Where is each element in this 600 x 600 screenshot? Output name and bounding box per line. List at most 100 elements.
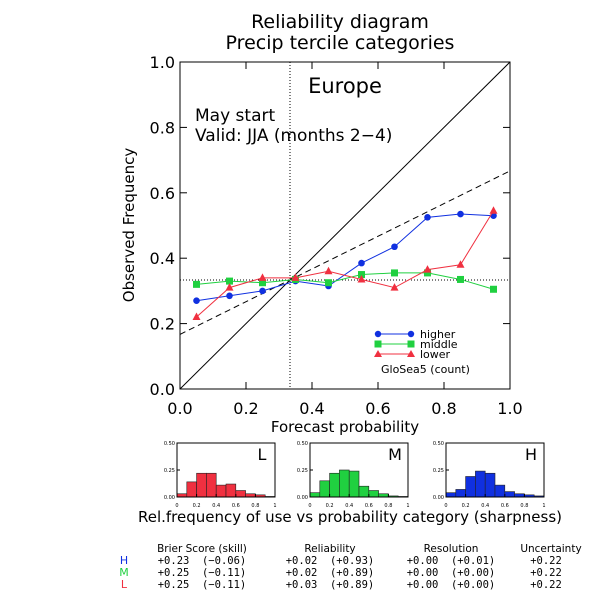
data-point-middle: [193, 280, 200, 288]
sharpness-panel-H: 0.00 0.25 0.50 0 0.2 0.4 0.6 0.8 1 H: [433, 441, 546, 509]
sharpness-x-tick-label: 1: [542, 503, 545, 509]
data-point-lower: [489, 206, 498, 214]
sharpness-panel-label: M: [388, 445, 402, 464]
sharpness-bar: [339, 469, 350, 498]
sharpness-panel-label: H: [525, 445, 537, 464]
sharpness-x-tick-label: 1: [406, 503, 409, 509]
data-point-higher: [259, 287, 266, 295]
score-cell: +0.22: [530, 567, 562, 579]
legend-marker-lower-end: [407, 350, 415, 357]
data-point-lower: [456, 260, 465, 268]
sharpness-bar: [465, 476, 476, 498]
data-point-middle: [490, 285, 497, 293]
sharpness-x-tick-label: 0.8: [251, 503, 259, 509]
data-point-higher: [193, 297, 200, 305]
score-cell: +0.00 (+0.01): [407, 555, 496, 567]
data-point-higher: [226, 292, 233, 300]
data-point-middle: [259, 279, 266, 287]
series-line-middle: [196, 272, 494, 290]
y-tick-label: 0.0: [150, 380, 175, 399]
sharpness-bar: [455, 489, 466, 498]
sharpness-bar: [225, 483, 237, 498]
sharpness-panel-L: 0.00 0.25 0.50 0 0.2 0.4 0.6 0.8 1 L: [164, 441, 277, 509]
score-row-label: M: [119, 566, 129, 579]
sharpness-x-tick-label: 0.2: [326, 503, 334, 509]
sharpness-x-tick-label: 0: [175, 503, 178, 509]
x-tick-label: 0.4: [299, 399, 324, 418]
data-point-lower: [291, 273, 300, 281]
sharpness-bar: [445, 492, 457, 498]
score-cell: +0.23 (−0.06): [158, 555, 247, 567]
sharpness-bar: [235, 490, 246, 498]
sharpness-x-tick-label: 0: [444, 503, 447, 509]
sharpness-y-tick-label: 0.50: [164, 441, 175, 447]
score-cell: +0.00 (+0.00): [407, 567, 496, 579]
sharpness-bar: [215, 484, 227, 498]
score-row-label: H: [120, 554, 128, 567]
sharpness-x-tick-label: 0.6: [365, 503, 373, 509]
score-header-uncertainty: Uncertainty: [520, 543, 581, 555]
main-plot: 0.0 0.2 0.4 0.6 0.8 1.0 0.0 0.2 0.4 0.6 0.8 1.0 Eur…: [120, 53, 523, 436]
no-skill-line: [179, 170, 511, 335]
data-point-middle: [325, 279, 332, 287]
score-header-resolution: Resolution: [424, 543, 479, 555]
region-label: Europe: [308, 74, 382, 98]
sharpness-y-tick-label: 0.25: [164, 468, 175, 474]
data-point-lower: [357, 274, 366, 283]
score-cell: +0.25 (−0.11): [158, 579, 247, 591]
data-point-middle: [424, 269, 431, 277]
sharpness-y-tick-label: 0.50: [433, 441, 444, 447]
chart-title-line-2: Precip tercile categories: [226, 32, 455, 54]
score-cell: +0.03 (+0.89): [286, 579, 375, 591]
score-cell: +0.00 (+0.00): [407, 579, 496, 591]
sharpness-x-tick-label: 0.8: [520, 503, 528, 509]
sharpness-y-tick-label: 0.00: [297, 495, 308, 501]
data-point-middle: [391, 269, 398, 277]
data-point-lower: [225, 283, 234, 291]
sharpness-x-tick-label: 0: [308, 503, 311, 509]
data-point-higher: [358, 259, 365, 267]
sharpness-bar: [319, 480, 330, 498]
x-tick-label: 0.6: [365, 399, 390, 418]
legend-label-lower: lower: [420, 348, 451, 361]
data-point-lower: [423, 265, 432, 273]
sharpness-panels: 0.00 0.25 0.50 0 0.2 0.4 0.6 0.8 1 L 0.00 0.25 0.50 0…: [164, 441, 546, 509]
sharpness-x-tick-label: 0.6: [232, 503, 240, 509]
sharpness-y-tick-label: 0.00: [433, 495, 444, 501]
x-tick-label: 0.8: [431, 399, 456, 418]
score-header-reliability: Reliability: [304, 543, 355, 555]
sharpness-x-tick-label: 0.2: [193, 503, 201, 509]
perfect-reliability-diagonal: [179, 61, 511, 390]
sharpness-y-tick-label: 0.25: [297, 468, 308, 474]
y-axis-label: Observed Frequency: [120, 148, 138, 303]
start-annotation: May start: [195, 106, 275, 126]
legend: higher middle lower GloSea5 (count): [374, 328, 470, 376]
score-header-brier: Brier Score (skill): [157, 543, 247, 555]
series-layer: [192, 206, 498, 321]
sharpness-x-tick-label: 0.4: [212, 503, 220, 509]
score-row-label: L: [121, 578, 128, 591]
data-point-higher: [391, 243, 398, 251]
chart-title-line-1: Reliability diagram: [251, 11, 429, 33]
series-line-lower: [196, 210, 494, 318]
sharpness-bar: [329, 472, 340, 498]
legend-marker-middle: [374, 340, 382, 348]
sharpness-caption: Rel.frequency of use vs probability cate…: [138, 508, 562, 526]
x-tick-label: 0.2: [233, 399, 258, 418]
sharpness-bar: [206, 472, 217, 498]
sharpness-bar: [196, 472, 207, 498]
data-point-lower: [324, 266, 333, 275]
y-tick-label: 0.4: [150, 249, 175, 268]
x-tick-label: 0.0: [167, 399, 192, 418]
sharpness-panel-label: L: [258, 445, 267, 464]
y-tick-label: 0.6: [150, 184, 175, 203]
sharpness-bar: [186, 481, 197, 498]
score-cell: +0.02 (+0.89): [286, 567, 375, 579]
score-cell: +0.22: [530, 579, 562, 591]
data-point-higher: [457, 210, 464, 218]
axes-ticks: 0.0 0.2 0.4 0.6 0.8 1.0 0.0 0.2 0.4 0.6 0.8 1.0: [150, 53, 523, 418]
data-point-lower: [390, 283, 399, 291]
sharpness-x-tick-label: 0.4: [345, 503, 353, 509]
legend-footer: GloSea5 (count): [381, 363, 470, 376]
